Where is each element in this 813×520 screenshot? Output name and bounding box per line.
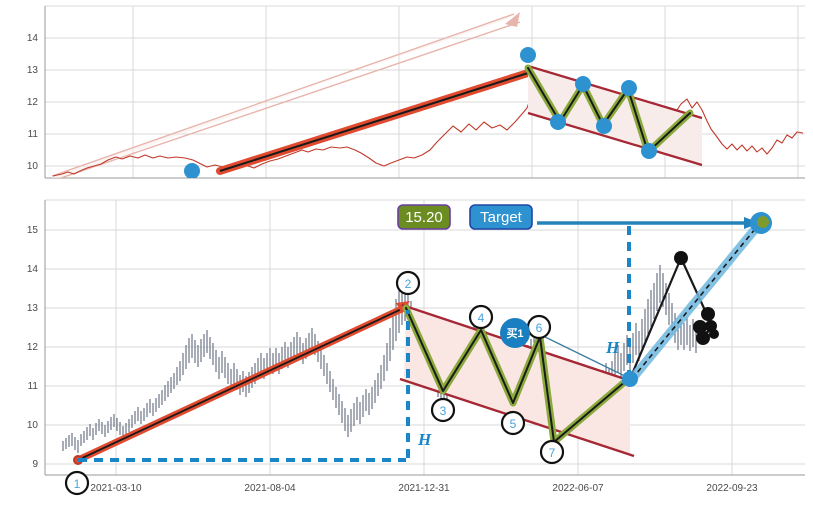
target-price-badge-label: 15.20 (405, 209, 443, 226)
svg-text:11: 11 (28, 129, 39, 140)
height-label-left: H (417, 430, 432, 449)
detail-target-projection (627, 218, 765, 384)
svg-text:10: 10 (27, 420, 39, 431)
wave-marker-7[interactable]: 7 (539, 439, 565, 465)
svg-text:11: 11 (28, 381, 39, 392)
target-label-badge-label: Target (480, 209, 523, 226)
svg-text:2021-08-04: 2021-08-04 (244, 483, 296, 494)
svg-text:10: 10 (27, 161, 39, 172)
detail-target-marker (750, 212, 772, 234)
svg-text:13: 13 (27, 65, 39, 76)
svg-text:12: 12 (27, 342, 39, 353)
wave-marker-1[interactable]: 1 (64, 470, 90, 496)
svg-text:2022-06-07: 2022-06-07 (552, 483, 604, 494)
wave-marker-4[interactable]: 4 (468, 304, 494, 330)
wave-marker-1-label: 1 (74, 477, 81, 491)
target-label-badge[interactable]: Target (469, 204, 533, 230)
svg-text:14: 14 (27, 33, 39, 44)
overview-y-ticks: 14 13 12 11 10 (27, 33, 39, 172)
height-label-right: H (605, 338, 620, 357)
overview-chart-panel: 14 13 12 11 10 (0, 0, 813, 195)
overview-price-line (52, 93, 804, 177)
svg-text:15: 15 (27, 225, 39, 236)
detail-chart-panel: 15 14 13 12 11 10 9 2021-03-10 2021-08-0… (0, 195, 813, 520)
wave-marker-7-label: 7 (549, 446, 556, 460)
wave-marker-6[interactable]: 6 (526, 314, 552, 340)
overview-background (0, 0, 813, 195)
wave-marker-4-label: 4 (478, 311, 485, 325)
wave-marker-2[interactable]: 2 (395, 270, 421, 296)
svg-text:9: 9 (32, 459, 38, 470)
buy-signal-label: 买1 (506, 327, 523, 340)
wave-marker-6-label: 6 (536, 321, 543, 335)
overview-pivot-dots (184, 47, 657, 178)
detail-axis (44, 200, 805, 476)
overview-axis (44, 6, 805, 179)
target-price-badge[interactable]: 15.20 (397, 204, 451, 230)
svg-text:14: 14 (27, 264, 39, 275)
wave-marker-5-label: 5 (510, 417, 517, 431)
detail-breakout-dot (622, 371, 638, 387)
buy-signal-marker[interactable]: 买1 (500, 318, 530, 348)
wave-marker-2-label: 2 (405, 277, 412, 291)
wave-marker-3-label: 3 (440, 404, 447, 418)
wave-marker-3[interactable]: 3 (430, 397, 456, 423)
detail-x-ticks: 2021-03-10 2021-08-04 2021-12-31 2022-06… (90, 483, 758, 494)
overview-rising-trend (216, 69, 532, 175)
svg-text:2021-03-10: 2021-03-10 (90, 483, 142, 494)
detail-y-ticks: 15 14 13 12 11 10 9 (27, 225, 39, 470)
overview-rising-channel (51, 12, 521, 178)
detail-post-breakout-path (628, 251, 719, 380)
svg-text:13: 13 (27, 303, 39, 314)
overview-chart-svg: 14 13 12 11 10 (0, 0, 813, 195)
detail-chart-svg: 15 14 13 12 11 10 9 2021-03-10 2021-08-0… (0, 195, 813, 520)
svg-text:2022-09-23: 2022-09-23 (706, 483, 758, 494)
detail-measure-guides (78, 223, 631, 462)
svg-text:12: 12 (27, 97, 39, 108)
svg-text:2021-12-31: 2021-12-31 (398, 483, 450, 494)
wave-marker-5[interactable]: 5 (500, 410, 526, 436)
